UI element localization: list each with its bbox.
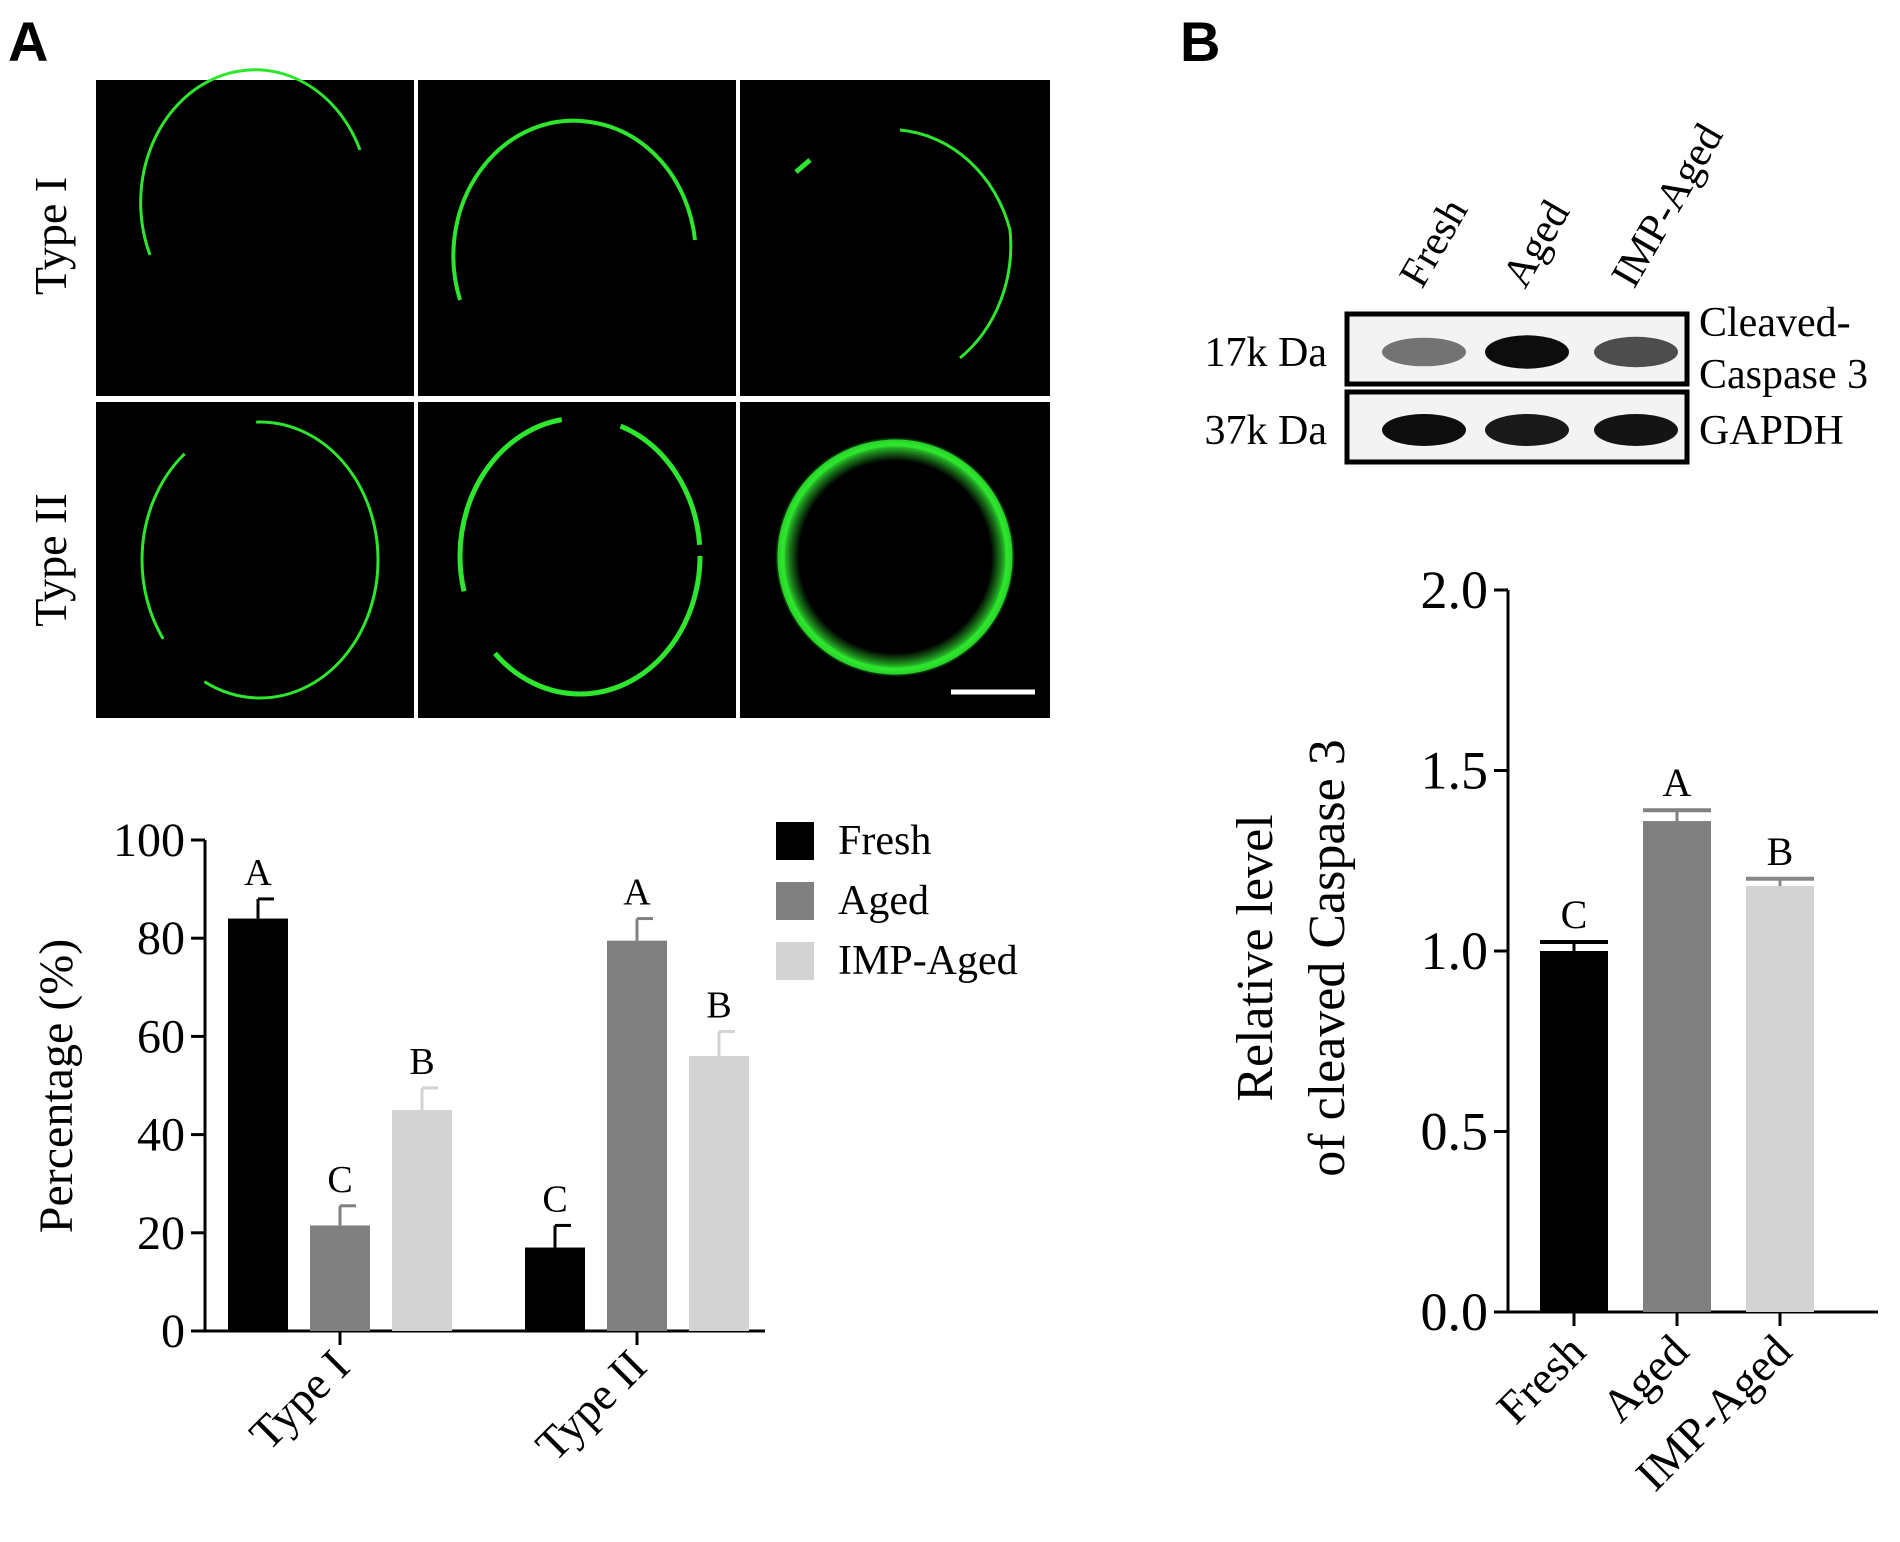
y-tick-label: 0.5	[1421, 1102, 1489, 1162]
legend-label: IMP-Aged	[838, 938, 1018, 984]
significance-letter: B	[1767, 829, 1794, 874]
y-axis-label: Percentage (%)	[30, 939, 83, 1234]
oocyte-fragment	[794, 158, 812, 174]
protein-label: Caspase 3	[1699, 352, 1868, 398]
y-tick-label: 1.5	[1421, 741, 1489, 801]
micrograph-type1-fresh	[96, 80, 414, 396]
lane-label: Fresh	[1391, 191, 1478, 295]
legend-label: Aged	[838, 878, 929, 924]
protein-label: GAPDH	[1699, 408, 1844, 454]
y-tick-label: 40	[137, 1109, 185, 1162]
row-label-type1: Type I	[25, 177, 76, 295]
oocyte-ring	[899, 128, 1013, 360]
bar	[525, 1247, 585, 1331]
bar	[392, 1110, 452, 1331]
oocyte-ring	[775, 437, 1015, 677]
bar	[689, 1056, 749, 1331]
row-label-type2: Type II	[25, 493, 76, 626]
y-tick-label: 0.0	[1421, 1282, 1489, 1342]
protein-label: Cleaved-	[1699, 300, 1851, 346]
oocyte-ring	[140, 420, 380, 700]
significance-letter: C	[327, 1159, 352, 1201]
x-tick-label: Type I	[239, 1340, 359, 1460]
oocyte-ring	[457, 415, 703, 697]
y-axis-label: Relative level	[1227, 814, 1284, 1101]
legend-swatch	[776, 882, 814, 920]
lane-label: IMP-Aged	[1603, 116, 1733, 295]
blot-band	[1485, 335, 1569, 369]
bar	[607, 940, 667, 1331]
micrograph-grid	[96, 68, 1050, 718]
legend-swatch	[776, 822, 814, 860]
blot-band	[1594, 336, 1678, 368]
x-tick-label: Fresh	[1487, 1325, 1595, 1433]
significance-letter: A	[244, 852, 272, 894]
oocyte-ring	[139, 68, 362, 256]
chart-b: 0.0 0.5 1.0 1.5 2.0 Relative level of cleaved …	[1227, 560, 1878, 1500]
significance-letter: B	[706, 984, 731, 1026]
micrograph-type1-aged	[418, 80, 736, 396]
x-tick-label: Type II	[526, 1340, 656, 1470]
oocyte-ring	[451, 118, 697, 301]
bar	[1540, 951, 1608, 1312]
bar	[228, 918, 288, 1331]
blot-band	[1594, 414, 1678, 446]
significance-letter: A	[623, 872, 651, 914]
bar	[310, 1225, 370, 1331]
western-blot: Fresh Aged IMP-Aged 17k Da Cleaved- Caspase 3…	[1205, 116, 1868, 465]
y-tick-label: 2.0	[1421, 560, 1489, 620]
y-tick-label: 80	[137, 912, 185, 965]
blot-band	[1382, 337, 1466, 367]
lane-label: Aged	[1494, 193, 1579, 295]
legend-label: Fresh	[838, 818, 931, 864]
blot-band	[1485, 414, 1569, 446]
significance-letter: C	[1561, 892, 1588, 937]
significance-letter: C	[542, 1178, 567, 1220]
legend-swatch	[776, 942, 814, 980]
y-tick-label: 0	[161, 1305, 185, 1358]
micrograph-type2-aged	[418, 402, 736, 718]
significance-letter: B	[409, 1041, 434, 1083]
bar	[1746, 886, 1814, 1312]
bar	[1643, 821, 1711, 1312]
micrograph-type1-imp	[740, 80, 1050, 396]
micrograph-type2-fresh	[96, 402, 414, 718]
oocyte-ring	[777, 439, 1013, 675]
chart-a: 0 20 40 60 80 100 Percentage (%) A C B Type I C A B Ty…	[30, 814, 1018, 1470]
blot-band	[1382, 414, 1466, 446]
panel-b-letter: B	[1180, 10, 1221, 73]
y-tick-label: 1.0	[1421, 921, 1489, 981]
y-tick-label: 60	[137, 1010, 185, 1063]
panel-a-letter: A	[8, 10, 49, 73]
y-tick-label: 100	[113, 814, 185, 867]
y-tick-label: 20	[137, 1207, 185, 1260]
y-axis-label: of cleaved Caspase 3	[1299, 739, 1356, 1176]
marker-label: 37k Da	[1205, 408, 1328, 454]
significance-letter: A	[1663, 760, 1692, 805]
marker-label: 17k Da	[1205, 330, 1328, 376]
